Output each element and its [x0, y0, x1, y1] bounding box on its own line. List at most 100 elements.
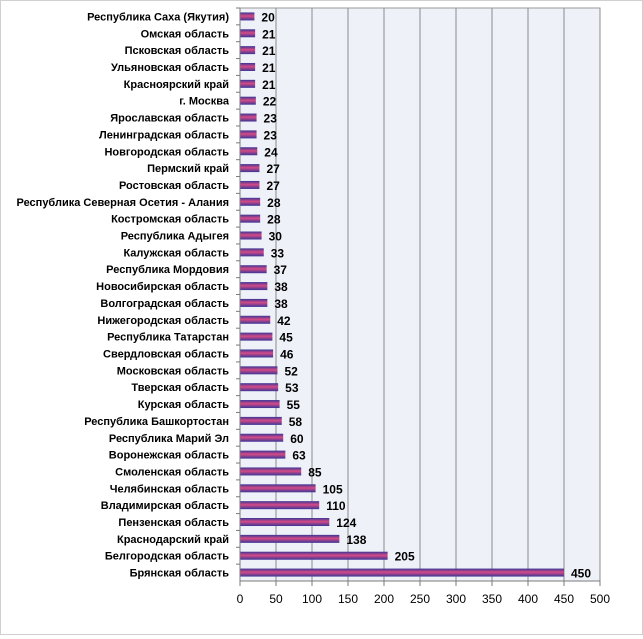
x-tick-label: 200 [374, 592, 394, 606]
data-label: 42 [277, 314, 291, 328]
category-label: Владимирская область [101, 500, 229, 512]
bar [240, 349, 274, 358]
category-label: Республика Северная Осетия - Алания [17, 197, 229, 209]
bar [240, 130, 257, 139]
data-label: 45 [279, 331, 293, 345]
data-label: 30 [269, 230, 283, 244]
category-label: Челябинская область [110, 483, 230, 495]
bar [240, 265, 267, 274]
category-label: Московская область [117, 365, 229, 377]
bar [240, 113, 257, 122]
category-label: Республика Татарстан [107, 332, 229, 344]
category-label: Республика Марий Эл [109, 433, 229, 445]
category-label: Омская область [141, 28, 230, 40]
category-label: Пермский край [147, 163, 229, 175]
category-label: Ростовская область [119, 180, 229, 192]
category-label: Республика Саха (Якутия) [87, 11, 229, 23]
data-label: 38 [274, 297, 288, 311]
bar [240, 12, 255, 21]
bar [240, 298, 268, 307]
bar [240, 518, 330, 527]
x-tick-label: 400 [518, 592, 538, 606]
x-tick-label: 250 [410, 592, 430, 606]
bar [240, 96, 256, 105]
category-label: Ульяновская область [111, 62, 229, 74]
bar [240, 214, 261, 223]
category-label: Псковская область [125, 45, 230, 57]
data-label: 63 [292, 449, 306, 463]
x-tick-label: 500 [590, 592, 610, 606]
category-label: Свердловская область [103, 348, 229, 360]
x-tick-label: 350 [482, 592, 502, 606]
data-label: 138 [346, 533, 366, 547]
data-label: 450 [571, 567, 591, 581]
category-label: Республика Адыгея [121, 231, 229, 243]
data-label: 55 [287, 398, 301, 412]
data-label: 27 [266, 179, 280, 193]
bar [240, 366, 278, 375]
data-label: 60 [290, 432, 304, 446]
category-label: Краснодарский край [117, 534, 229, 546]
data-label: 23 [264, 128, 278, 142]
data-label: 23 [264, 112, 278, 126]
bar [240, 467, 302, 476]
category-label: Волгоградская область [100, 298, 229, 310]
category-label: Новосибирская область [96, 281, 229, 293]
bar [240, 46, 256, 55]
data-label: 58 [289, 415, 303, 429]
category-label: Тверская область [131, 382, 229, 394]
category-label: Новгородская область [104, 146, 229, 158]
bar [240, 450, 286, 459]
bar [240, 180, 260, 189]
data-label: 28 [267, 213, 281, 227]
bar [240, 197, 261, 206]
category-label: Красноярский край [124, 79, 229, 91]
data-label: 21 [262, 44, 276, 58]
category-label: Ленинградская область [99, 129, 229, 141]
bar [240, 147, 258, 156]
data-label: 85 [308, 465, 322, 479]
x-tick-label: 50 [269, 592, 283, 606]
data-label: 27 [266, 162, 280, 176]
x-tick-label: 300 [446, 592, 466, 606]
data-label: 38 [274, 280, 288, 294]
bar [240, 383, 279, 392]
category-label: Брянская область [130, 568, 230, 580]
bar [240, 484, 316, 493]
bar [240, 416, 282, 425]
bar [240, 551, 388, 560]
data-label: 21 [262, 27, 276, 41]
bar [240, 164, 260, 173]
category-label: Белгородская область [105, 551, 229, 563]
bar [240, 332, 273, 341]
data-label: 37 [274, 263, 288, 277]
bar [240, 400, 280, 409]
data-label: 21 [262, 61, 276, 75]
bar [240, 248, 264, 257]
data-label: 24 [264, 145, 278, 159]
category-label: Смоленская область [115, 466, 229, 478]
bar [240, 568, 564, 577]
data-label: 20 [261, 10, 275, 24]
bar [240, 231, 262, 240]
category-label: Ярославская область [110, 113, 229, 125]
bar [240, 282, 268, 291]
category-label: Воронежская область [109, 450, 229, 462]
x-tick-label: 150 [338, 592, 358, 606]
bar [240, 534, 340, 543]
data-label: 52 [284, 364, 298, 378]
bar [240, 79, 256, 88]
category-label: Пензенская область [118, 517, 229, 529]
data-label: 53 [285, 381, 299, 395]
x-tick-label: 0 [237, 592, 244, 606]
category-label: Нижегородская область [97, 315, 229, 327]
data-label: 110 [326, 499, 346, 513]
category-label: Костромская область [111, 214, 229, 226]
category-label: Республика Башкортостан [84, 416, 229, 428]
data-label: 205 [395, 550, 415, 564]
bar [240, 62, 256, 71]
data-label: 21 [262, 78, 276, 92]
category-label: Калужская область [123, 247, 229, 259]
